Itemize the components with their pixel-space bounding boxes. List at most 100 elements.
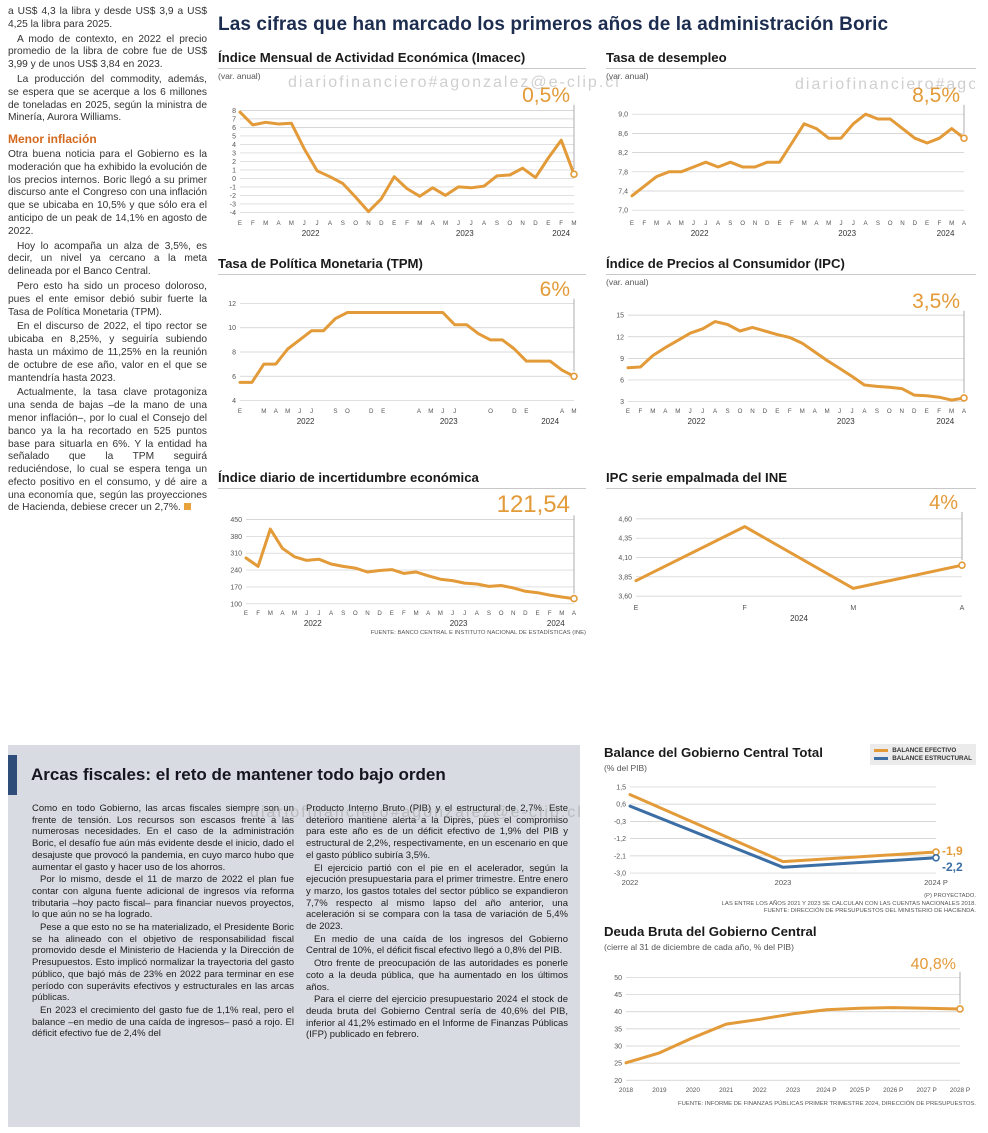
svg-text:2023: 2023	[838, 229, 856, 238]
svg-text:A: A	[713, 408, 718, 415]
svg-text:E: E	[381, 408, 385, 415]
svg-text:A: A	[663, 408, 668, 415]
chart-subtitle: (cierre al 31 de diciembre de cada año, …	[604, 942, 794, 952]
svg-text:A: A	[560, 408, 565, 415]
ipc-empalmada-line-chart: 4,60 4,35 4,10 3,85 3,60 E F M A 2024 4%	[606, 489, 976, 624]
svg-text:A: A	[813, 408, 818, 415]
svg-text:2024: 2024	[552, 229, 570, 238]
svg-text:E: E	[238, 408, 242, 415]
svg-text:E: E	[775, 408, 779, 415]
svg-text:0,6: 0,6	[616, 802, 626, 809]
svg-text:8: 8	[232, 350, 236, 357]
svg-text:J: J	[692, 220, 695, 227]
svg-text:J: J	[298, 408, 301, 415]
svg-text:50: 50	[614, 975, 622, 982]
balance-line-chart: 1,5 0,6 -0,3 -1,2 -2,1 -3,0 2022 2023 2024 P -1,9…	[604, 773, 976, 891]
svg-text:A: A	[328, 220, 333, 227]
svg-text:A: A	[329, 610, 334, 617]
fiscal-column-2: Producto Interno Bruto (PIB) y el estruc…	[306, 803, 568, 1042]
legend-item-estructural: BALANCE ESTRUCTURAL	[874, 755, 972, 762]
svg-text:M: M	[802, 220, 807, 227]
ipc-empalmada-plot: 4,60 4,35 4,10 3,85 3,60E F M A 2024 4%	[618, 492, 966, 623]
svg-text:M: M	[292, 610, 297, 617]
article-paragraph: Por lo mismo, desde el 11 de marzo de 20…	[32, 874, 294, 921]
svg-text:D: D	[523, 610, 528, 617]
svg-text:A: A	[280, 610, 285, 617]
article-paragraph: Otro frente de preocupación de las autor…	[306, 958, 568, 993]
svg-text:A: A	[962, 220, 967, 227]
svg-text:4,35: 4,35	[618, 536, 632, 543]
chart-ipc: Índice de Precios al Consumidor (IPC) (v…	[606, 256, 976, 427]
chart-title: Tasa de Política Monetaria (TPM)	[218, 256, 586, 275]
chart-subtitle: (var. anual)	[606, 71, 649, 81]
svg-text:2024: 2024	[936, 417, 954, 426]
chart-incertidumbre: Índice diario de incertidumbre económica…	[218, 470, 586, 638]
svg-text:-4: -4	[230, 210, 236, 217]
svg-text:J: J	[453, 408, 456, 415]
svg-text:7,4: 7,4	[618, 189, 628, 196]
svg-text:-3,0: -3,0	[614, 871, 626, 878]
article-paragraph: Pero esto ha sido un proceso doloroso, p…	[8, 280, 207, 318]
svg-text:A: A	[276, 220, 281, 227]
svg-text:F: F	[256, 610, 260, 617]
svg-text:O: O	[345, 408, 350, 415]
svg-text:A: A	[962, 408, 967, 415]
svg-text:N: N	[900, 408, 904, 415]
ipc-line-chart: 15 12 9 6 3 E F M A M J J A S O N D E F M A M J J A S O N D E F M A 2022 2…	[606, 287, 976, 427]
svg-text:N: N	[750, 408, 754, 415]
svg-text:8,6: 8,6	[618, 131, 628, 138]
svg-text:2027 P: 2027 P	[916, 1087, 936, 1094]
svg-text:F: F	[642, 220, 646, 227]
svg-text:2026 P: 2026 P	[883, 1087, 903, 1094]
svg-text:M: M	[261, 408, 266, 415]
svg-text:M: M	[428, 408, 433, 415]
chart-balance: Balance del Gobierno Central Total BALAN…	[604, 744, 976, 916]
svg-text:F: F	[790, 220, 794, 227]
fiscal-section: Arcas fiscales: el reto de mantener todo…	[8, 745, 580, 1127]
svg-text:J: J	[689, 408, 692, 415]
chart-source-note: FUENTE: BANCO CENTRAL E INSTITUTO NACION…	[370, 630, 586, 636]
svg-text:A: A	[960, 605, 965, 612]
svg-text:170: 170	[230, 584, 242, 591]
svg-text:J: J	[451, 610, 454, 617]
svg-text:D: D	[912, 408, 917, 415]
svg-text:J: J	[850, 408, 853, 415]
svg-text:E: E	[925, 408, 929, 415]
article-paragraph: Actualmente, la tasa clave protagoniza u…	[8, 387, 207, 515]
svg-text:O: O	[499, 610, 504, 617]
svg-text:M: M	[559, 610, 564, 617]
svg-text:D: D	[765, 220, 770, 227]
chart-ipc-empalmada: IPC serie empalmada del INE 4,60 4,35 4,10…	[606, 470, 976, 624]
chart-title: IPC serie empalmada del INE	[606, 470, 976, 489]
svg-text:15: 15	[616, 313, 624, 320]
svg-text:J: J	[310, 408, 313, 415]
chart-imacec: Índice Mensual de Actividad Económica (I…	[218, 50, 586, 239]
headline-accent-bar	[8, 755, 17, 795]
svg-text:12: 12	[228, 301, 236, 308]
article-paragraph: Pese a que esto no se ha materializado, …	[32, 922, 294, 1004]
svg-text:-1,2: -1,2	[614, 836, 626, 843]
left-article-column: a US$ 4,3 la libra y desde US$ 3,9 a US$…	[8, 6, 207, 517]
chart-title: Deuda Bruta del Gobierno Central	[604, 924, 817, 939]
svg-text:O: O	[887, 408, 892, 415]
svg-text:N: N	[511, 610, 515, 617]
article-paragraph: Para el cierre del ejercicio presupuesta…	[306, 994, 568, 1041]
svg-text:A: A	[417, 408, 422, 415]
desempleo-plot: 9,08,68,27,87,47,0E F M A M J J A S O N D E F M A M J J A S O…	[618, 84, 968, 238]
svg-text:7: 7	[232, 116, 236, 123]
chart-deuda: Deuda Bruta del Gobierno Central (cierre…	[604, 924, 976, 1109]
svg-text:8,2: 8,2	[618, 150, 628, 157]
article-paragraph-text: Actualmente, la tasa clave protagoniza u…	[8, 387, 207, 514]
svg-text:J: J	[317, 610, 320, 617]
svg-text:2018: 2018	[619, 1087, 634, 1094]
svg-text:12: 12	[616, 334, 624, 341]
svg-text:2024 P: 2024 P	[816, 1087, 836, 1094]
article-paragraph: Otra buena noticia para el Gobierno es l…	[8, 148, 207, 237]
svg-text:6: 6	[232, 374, 236, 381]
svg-text:2023: 2023	[450, 619, 468, 628]
svg-text:40: 40	[614, 1009, 622, 1016]
